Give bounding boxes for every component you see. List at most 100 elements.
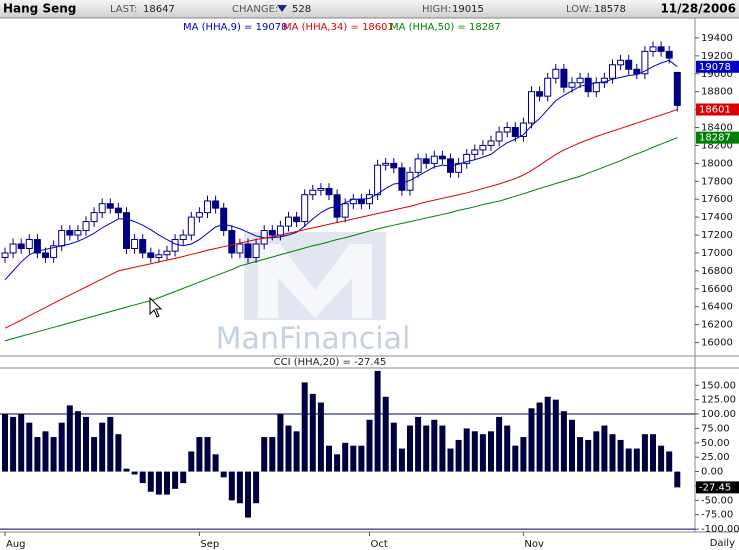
last-value: 18647 xyxy=(143,4,175,15)
y-tick-label: 18400 xyxy=(701,123,733,134)
watermark-text: ManFinancial xyxy=(216,322,411,357)
candle-body xyxy=(374,164,382,196)
y-tick-label: 19000 xyxy=(701,69,733,80)
candle-body xyxy=(430,155,438,164)
candle-body xyxy=(82,221,90,232)
cci-bar xyxy=(277,414,284,472)
candle-body xyxy=(66,230,74,236)
x-tick-label: Nov xyxy=(524,539,544,550)
value-tag xyxy=(696,481,739,494)
cci-bar xyxy=(504,425,511,472)
candle-body xyxy=(576,77,584,84)
candle-body xyxy=(568,82,576,88)
cci-bar xyxy=(512,445,519,472)
y-tick-label: 17800 xyxy=(701,176,733,187)
candle-body xyxy=(382,162,390,166)
cci-bar xyxy=(188,451,195,472)
cci-bar xyxy=(520,437,527,472)
cci-bar xyxy=(650,434,656,472)
moving-average-line xyxy=(4,137,678,342)
candle-body xyxy=(649,46,657,52)
cci-bar xyxy=(172,471,179,489)
cci-bar xyxy=(107,416,114,472)
cci-bar xyxy=(666,451,673,472)
candle-body xyxy=(503,127,511,133)
cci-bar xyxy=(609,434,616,472)
cci-bar xyxy=(18,414,25,472)
cci-bar xyxy=(91,437,98,472)
watermark-logo xyxy=(244,232,386,320)
candle-body xyxy=(187,216,195,236)
cci-bar xyxy=(115,434,122,472)
candle-body xyxy=(123,212,130,249)
cci-bar xyxy=(374,370,381,472)
candle-body xyxy=(139,239,147,254)
candle-body xyxy=(479,144,487,151)
candle-body xyxy=(90,212,98,223)
y-tick-label: -100.00 xyxy=(701,524,739,535)
cci-bar xyxy=(423,425,430,472)
candle-body xyxy=(155,254,163,258)
cci-bar xyxy=(139,471,146,484)
candle-body xyxy=(544,77,552,97)
candle-body xyxy=(633,68,641,75)
cci-bar xyxy=(334,454,341,472)
y-tick-label: 18800 xyxy=(701,87,733,98)
y-tick-label: 75.00 xyxy=(701,423,730,434)
cci-bar xyxy=(585,439,592,472)
candle-body xyxy=(58,230,66,247)
candle-body xyxy=(641,50,649,75)
cci-bar xyxy=(74,411,81,472)
cci-bar xyxy=(204,437,211,472)
y-tick-label: 16400 xyxy=(701,302,733,313)
y-tick-label: 18200 xyxy=(701,140,733,151)
header-bar xyxy=(0,0,739,18)
cci-bar xyxy=(147,471,154,492)
value-tag xyxy=(696,103,739,116)
cci-bar xyxy=(253,471,260,504)
cci-bar xyxy=(552,399,559,472)
value-tag-label: 18601 xyxy=(699,105,731,116)
legend-entry: MA (HHA,50) = 18287 xyxy=(390,22,501,33)
cci-bar xyxy=(269,437,276,472)
candle-body xyxy=(171,239,179,252)
candle-body xyxy=(74,230,82,236)
candle-body xyxy=(341,203,349,218)
candle-body xyxy=(414,158,422,173)
y-tick-label: 19200 xyxy=(701,51,733,62)
cci-bar xyxy=(66,405,73,472)
y-tick-label: 100.00 xyxy=(701,409,736,420)
cci-bar xyxy=(544,396,551,472)
y-tick-label: 17200 xyxy=(701,230,733,241)
candle-body xyxy=(25,239,33,249)
candle-body xyxy=(463,153,471,164)
candle-body xyxy=(163,250,171,256)
candle-body xyxy=(357,198,365,205)
candle-body xyxy=(625,59,633,70)
candle-body xyxy=(276,225,284,236)
cci-bar xyxy=(625,448,632,472)
cci-bar xyxy=(285,425,292,472)
candle-body xyxy=(204,200,211,214)
mouse-cursor xyxy=(149,296,163,318)
cci-bar xyxy=(390,422,397,472)
cci-bar xyxy=(463,428,470,472)
candle-body xyxy=(244,243,252,258)
y-tick-label: 150.00 xyxy=(701,380,736,391)
cci-bar xyxy=(212,454,219,472)
cci-bar xyxy=(358,445,365,472)
high-value: 19015 xyxy=(452,4,484,15)
candle-body xyxy=(228,230,236,254)
date: 11/28/2006 xyxy=(660,2,736,16)
value-tag xyxy=(696,60,739,73)
value-tag-label: 19078 xyxy=(699,62,731,73)
y-tick-label: 17600 xyxy=(701,194,733,205)
cci-bar xyxy=(439,425,446,472)
candle-body xyxy=(609,64,616,79)
cci-bar xyxy=(593,431,600,472)
change-label: CHANGE: xyxy=(232,4,278,15)
cci-bar xyxy=(560,411,567,472)
cci-bar xyxy=(42,431,49,472)
cci-bar xyxy=(2,414,8,472)
candle-body xyxy=(17,243,25,249)
